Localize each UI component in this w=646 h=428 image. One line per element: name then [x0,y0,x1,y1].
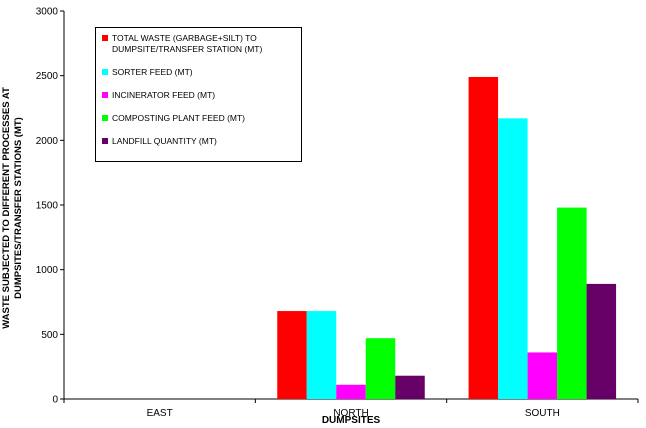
y-tick-label: 0 [52,395,58,406]
legend-swatch [102,69,108,75]
y-tick-label: 3000 [36,7,59,18]
legend-label: LANDFILL QUANTITY (MT) [112,136,217,146]
legend-item: TOTAL WASTE (GARBAGE+SILT) TO DUMPSITE/T… [102,33,295,55]
legend-swatch [102,138,108,144]
y-tick-label: 1500 [36,201,59,212]
legend-label: SORTER FEED (MT) [112,67,193,77]
bar [468,76,499,400]
bar [586,283,617,399]
bar [527,352,558,399]
bar [306,311,337,399]
legend-label: TOTAL WASTE (GARBAGE+SILT) TO DUMPSITE/T… [112,33,263,54]
bar [498,118,528,399]
y-tick-label: 500 [41,330,58,341]
bar [395,375,425,399]
legend: TOTAL WASTE (GARBAGE+SILT) TO DUMPSITE/T… [95,27,302,162]
x-tick-label: EAST [147,408,173,419]
legend-label: INCINERATOR FEED (MT) [112,90,216,100]
x-tick-label: NORTH [333,408,368,419]
legend-item: SORTER FEED (MT) [102,67,295,78]
x-axis-title: DUMPSITES [322,415,381,426]
x-tick-label: SOUTH [525,408,560,419]
legend-item: COMPOSTING PLANT FEED (MT) [102,113,295,124]
y-axis-title: WASTE SUBJECTED TO DIFFERENT PROCESSES A… [1,87,24,329]
legend-label: COMPOSTING PLANT FEED (MT) [112,113,246,123]
legend-swatch [102,92,108,98]
bar [336,384,366,399]
bar [277,311,307,399]
legend-swatch [102,35,108,41]
legend-swatch [102,115,108,121]
legend-item: LANDFILL QUANTITY (MT) [102,136,295,147]
legend-item: INCINERATOR FEED (MT) [102,90,295,101]
y-tick-label: 2000 [36,136,59,147]
y-tick-label: 2500 [36,71,59,82]
y-tick-label: 1000 [36,265,59,276]
bar [557,207,587,399]
bar [365,338,396,399]
